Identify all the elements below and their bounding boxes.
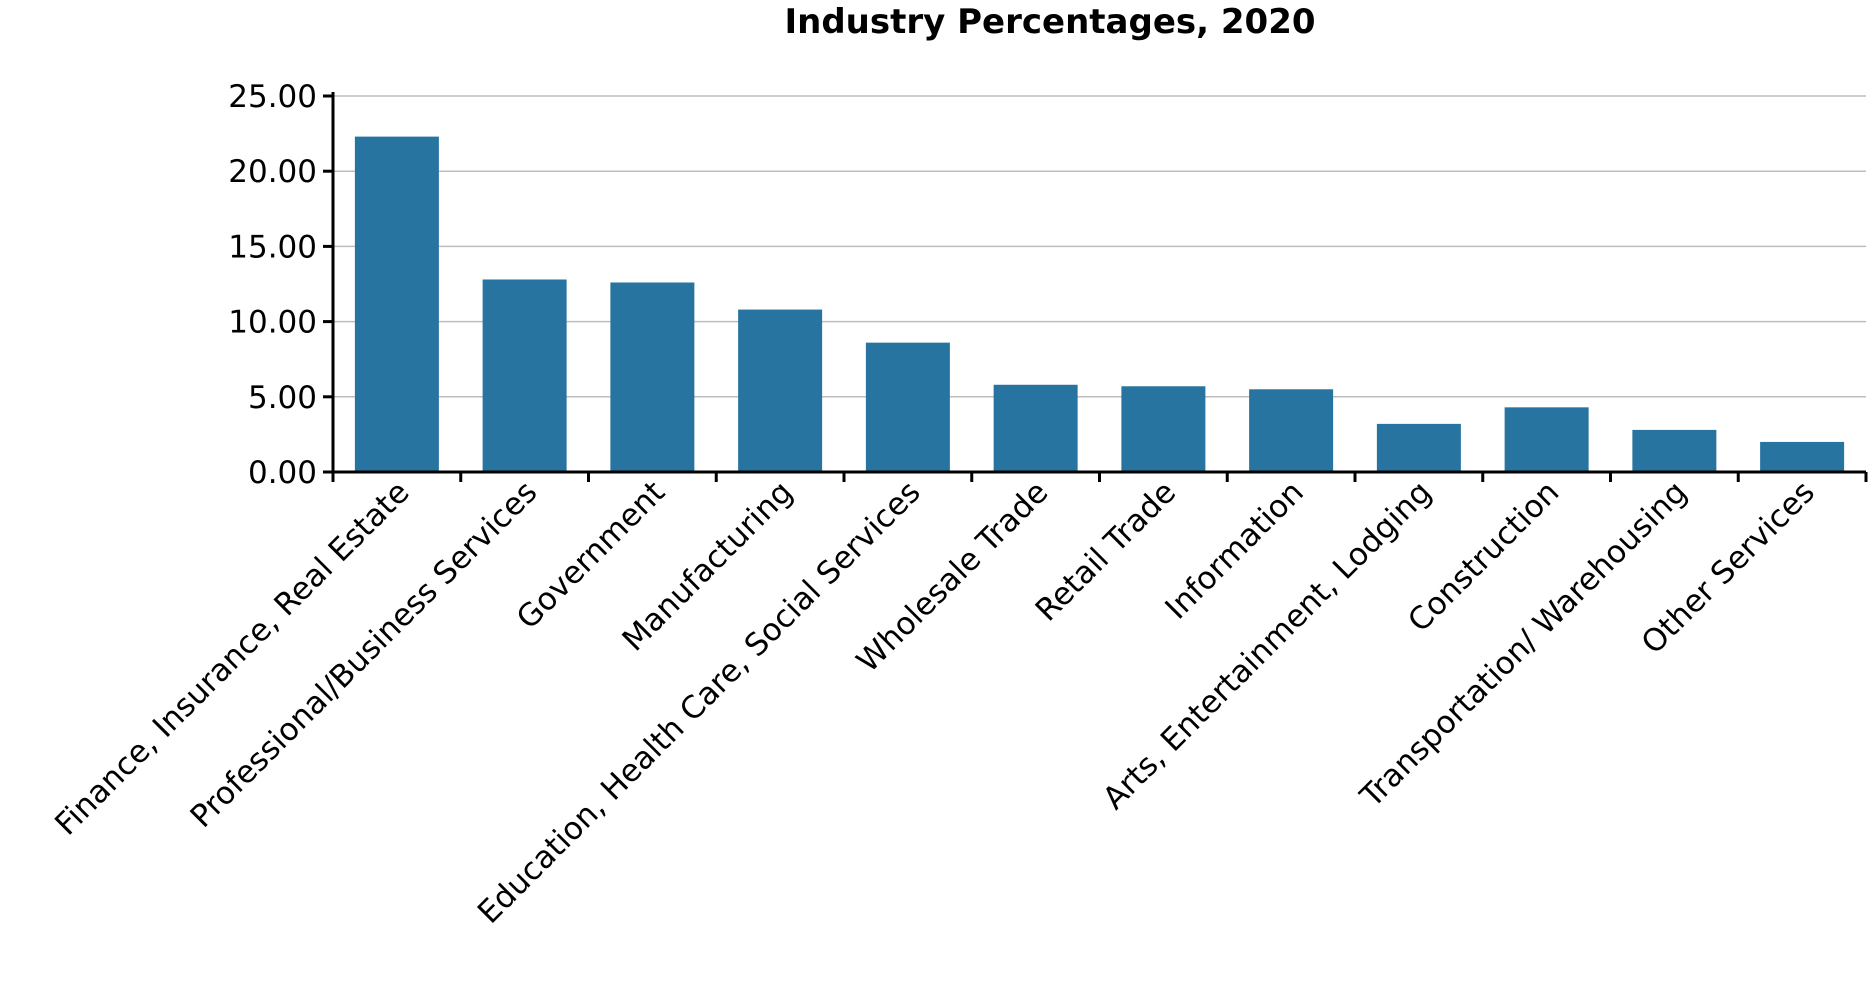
- gridlines: [333, 95, 1866, 398]
- bar: [610, 282, 695, 472]
- bar: [354, 136, 439, 472]
- bar: [482, 279, 567, 472]
- y-tick-label: 15.00: [228, 229, 317, 265]
- bar: [1760, 441, 1845, 472]
- bar: [738, 309, 823, 472]
- chart-title: Industry Percentages, 2020: [784, 2, 1316, 42]
- bar: [1249, 389, 1334, 472]
- y-tick-label: 10.00: [228, 305, 317, 341]
- x-tick-label: Education, Health Care, Social Services: [471, 474, 928, 931]
- bar: [1504, 407, 1589, 472]
- axes: [323, 92, 1868, 482]
- bar: [993, 384, 1078, 472]
- y-tick-label: 0.00: [248, 455, 317, 491]
- bars: [354, 136, 1845, 472]
- y-tick-label: 20.00: [228, 154, 317, 190]
- bar: [1121, 386, 1206, 472]
- bar: [1632, 429, 1717, 472]
- bar: [865, 342, 950, 472]
- y-tick-label: 5.00: [248, 380, 317, 416]
- bar: [1376, 423, 1461, 472]
- y-tick-label: 25.00: [228, 79, 317, 115]
